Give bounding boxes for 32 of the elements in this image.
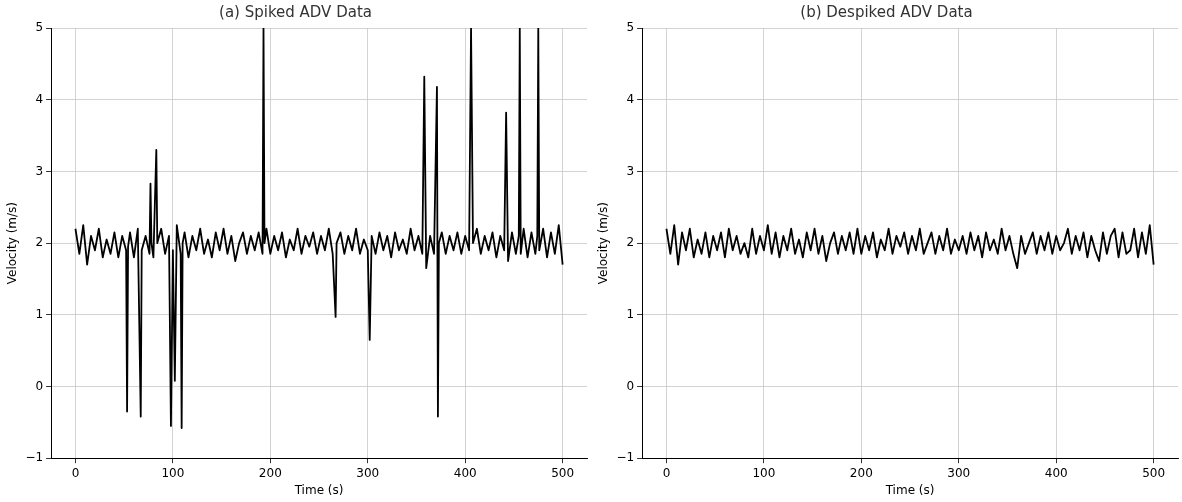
x-tick-label: 100: [752, 465, 776, 480]
y-tick-label: 1: [35, 306, 44, 321]
y-axis-title: Velocity (m/s): [5, 201, 20, 285]
y-tick-label: 5: [626, 20, 635, 35]
chart-title: (b) Despiked ADV Data: [800, 2, 973, 21]
y-tick-label: 4: [626, 91, 635, 106]
y-tick-label: −1: [616, 450, 635, 465]
x-tick-label: 300: [947, 465, 971, 480]
x-tick-label: 200: [849, 465, 873, 480]
x-tick-label: 0: [71, 465, 80, 480]
y-tick-label: 5: [35, 20, 44, 35]
y-axis-title: Velocity (m/s): [596, 201, 611, 285]
x-tick-label: 400: [453, 465, 477, 480]
y-tick-label: 3: [35, 163, 44, 178]
y-tick-label: 0: [35, 378, 44, 393]
y-tick-label: 4: [35, 91, 44, 106]
y-tick-label: −1: [25, 450, 44, 465]
x-tick-label: 500: [551, 465, 575, 480]
y-tick-label: 3: [626, 163, 635, 178]
chart-title: (a) Spiked ADV Data: [219, 2, 372, 21]
x-tick-label: 0: [662, 465, 671, 480]
x-tick-label: 400: [1044, 465, 1068, 480]
x-tick-label: 100: [161, 465, 185, 480]
y-tick-label: 2: [626, 235, 635, 250]
x-tick-label: 200: [258, 465, 282, 480]
x-tick-label: 500: [1142, 465, 1166, 480]
y-tick-label: 1: [626, 306, 635, 321]
y-tick-label: 2: [35, 235, 44, 250]
x-axis-title: Time (s): [293, 482, 344, 497]
y-tick-label: 0: [626, 378, 635, 393]
x-tick-label: 300: [356, 465, 380, 480]
x-axis-title: Time (s): [884, 482, 935, 497]
